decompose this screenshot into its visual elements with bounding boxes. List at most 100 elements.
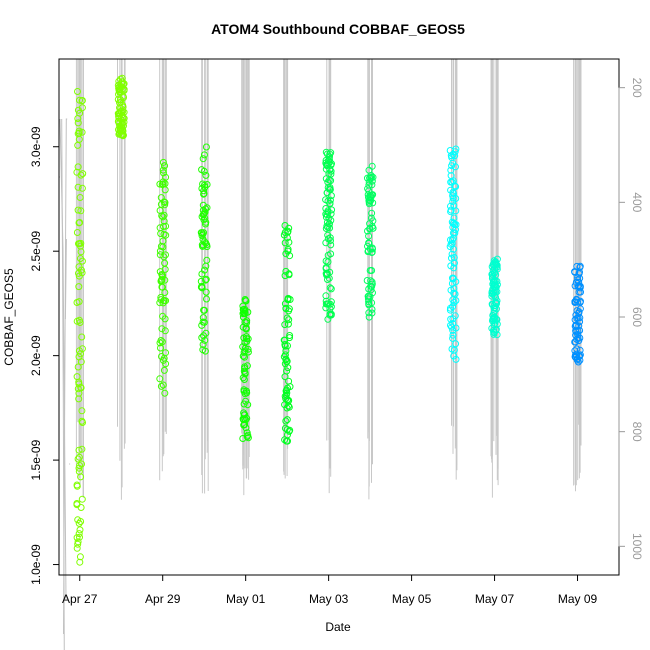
data-point [157,382,165,390]
data-point [199,346,207,354]
data-point [488,324,496,332]
data-point [73,544,81,552]
data-point [323,189,331,197]
data-point [492,299,500,307]
data-point [365,198,373,206]
data-point [239,435,247,442]
data-point [75,127,83,135]
data-point [73,500,81,507]
data-point [199,155,207,163]
data-point [75,263,83,271]
data-point [240,306,248,314]
data-point [327,216,335,224]
data-point [280,336,288,344]
data-point [157,344,164,352]
data-point [115,130,123,138]
data-point [197,229,205,237]
data-point [75,530,83,538]
data-point [450,285,458,292]
data-point [283,426,291,433]
data-point [451,312,459,320]
data-point [449,334,457,342]
data-point [490,283,498,291]
data-point [158,353,165,360]
data-point [571,322,579,330]
data-point [199,318,207,326]
y-tick-label: 1.5e-09 [29,439,43,480]
data-point [156,247,164,255]
data-point [74,538,82,546]
data-point [574,314,582,322]
data-point [284,227,292,235]
data-point [162,349,169,357]
data-point [571,268,579,276]
data-point [576,305,584,313]
data-point [490,304,498,312]
data-point [159,178,167,186]
data-point [572,279,580,286]
data-point [326,158,334,166]
data-point [489,266,497,274]
data-point [490,326,498,334]
data-point [120,114,128,122]
data-point [158,277,166,285]
data-point [198,321,206,329]
data-point [199,180,207,188]
data-point [368,209,376,217]
data-point [198,282,206,290]
data-point [202,220,209,228]
data-point [202,143,210,151]
data-point [326,153,333,161]
data-point [576,318,584,326]
data-point [73,373,81,381]
data-point [157,230,165,238]
data-point [326,184,334,191]
profile-connector [64,238,67,320]
data-point [76,526,84,534]
data-point [325,176,333,184]
y2-tick-label: 600 [630,307,644,327]
data-point [282,395,290,403]
data-point [240,400,248,408]
data-point [73,481,81,489]
data-point [574,358,582,366]
data-point [160,169,167,177]
data-point [576,351,584,359]
data-point [364,227,371,235]
data-point [116,109,124,117]
data-point [157,242,165,250]
data-point [241,369,249,377]
data-point [161,180,169,188]
data-point [327,311,335,319]
data-point [364,242,371,250]
data-point [120,94,127,102]
data-point [74,455,82,463]
data-point [74,363,82,371]
y-axis-label: COBBAF_GEOS5 [2,268,16,366]
data-point [244,431,252,439]
data-point [242,297,249,305]
data-point [162,231,170,239]
data-point [203,256,211,264]
data-point [285,238,293,246]
data-point [448,280,456,287]
data-point [576,327,584,334]
data-point [77,473,85,481]
data-point [446,243,454,251]
data-point [78,445,86,453]
data-point [447,208,455,216]
data-point [323,222,331,230]
data-point [449,274,456,282]
data-point [285,377,293,385]
data-point [284,364,292,372]
data-point [75,219,83,227]
data-point [323,218,331,226]
data-point [244,348,252,356]
data-point [450,289,458,297]
data-point [160,366,168,374]
data-point [281,321,289,329]
data-point [571,347,579,355]
data-point [77,207,85,215]
data-point [203,243,211,251]
data-point [448,178,456,186]
